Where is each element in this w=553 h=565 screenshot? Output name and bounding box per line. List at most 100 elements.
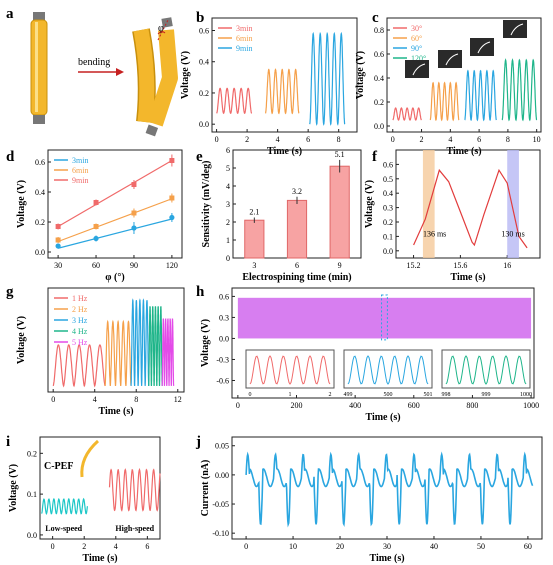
- x-tick-label: 600: [408, 401, 420, 410]
- series-line: [130, 298, 150, 386]
- y-axis-label: Voltage (V): [16, 316, 27, 364]
- x-tick-label: 4: [93, 395, 97, 404]
- data-point: [131, 210, 137, 216]
- series-line: [52, 344, 106, 388]
- y-axis-label: Voltage (V): [8, 464, 19, 512]
- angle-label: φ: [158, 23, 164, 34]
- plot-frame: [395, 149, 541, 259]
- x-tick-label: 0: [51, 395, 55, 404]
- y-tick-label: 0.3: [383, 204, 393, 213]
- bending-arrow-icon: [78, 68, 124, 76]
- y-axis-label: Current (nA): [200, 460, 211, 517]
- series-line: [104, 319, 132, 387]
- y-tick-label: 0.3: [219, 313, 229, 322]
- straight-fiber-icon: [30, 12, 48, 124]
- x-tick-label: 6: [145, 542, 149, 551]
- y-tick-label: 4: [226, 182, 230, 191]
- x-tick-label: 6: [295, 261, 299, 270]
- charts-layer: b 0 2 4 6 8 0.0 0.2 0.4 0.6 Time (s) Voltage (V) 3mi…: [6, 10, 543, 564]
- inset-frame: [245, 349, 335, 389]
- inset-tick-label: 0: [249, 392, 252, 398]
- y-axis-label: Voltage (V): [200, 319, 211, 367]
- x-tick-label: 0: [236, 401, 240, 410]
- x-tick-label: 0: [215, 135, 219, 144]
- y-tick-label: 0.2: [35, 218, 45, 227]
- y-tick-label: 1: [226, 236, 230, 245]
- fit-line: [57, 218, 173, 249]
- inset-tick-label: 499: [344, 392, 353, 398]
- x-axis-label: Time (s): [365, 412, 400, 423]
- x-tick-label: 15.6: [453, 261, 467, 270]
- data-point: [131, 225, 137, 231]
- y-tick-label: 0.2: [383, 218, 393, 227]
- data-point: [169, 214, 175, 221]
- panel-letter: j: [195, 434, 201, 450]
- y-tick-label: 0.4: [374, 74, 384, 83]
- x-tick-label: 120: [166, 261, 178, 270]
- legend-label: 9min: [72, 176, 88, 185]
- legend-label: 2 Hz: [72, 305, 88, 314]
- legend-label: 3min: [72, 156, 88, 165]
- series-line: [413, 168, 528, 249]
- legend-label: 3 Hz: [72, 316, 88, 325]
- legend-label: 5 Hz: [72, 338, 88, 347]
- legend-label: 30°: [411, 24, 422, 33]
- data-point: [131, 182, 137, 187]
- chart-e: e Electrospining time (min) Sensitivity (m…: [196, 146, 362, 283]
- x-tick-label: 0: [51, 542, 55, 551]
- series-line: [501, 58, 538, 122]
- x-axis-label: Time (s): [98, 406, 133, 417]
- inset-tick-label: 1: [289, 392, 292, 398]
- y-tick-label: 0.4: [199, 58, 209, 67]
- data-label: 3.2: [292, 187, 302, 196]
- x-tick-label: 0: [391, 135, 395, 144]
- panel-letter: a: [6, 6, 14, 22]
- y-tick-label: 0.0: [27, 531, 37, 540]
- x-tick-label: 10: [289, 542, 297, 551]
- chart-g: g 0 4 8 12 Time (s) Voltage (V) 1 Hz 2 Hz 3 Hz 4 H…: [6, 284, 185, 417]
- series-line: [392, 107, 422, 121]
- panel-letter: g: [6, 284, 14, 300]
- x-tick-label: 8: [134, 395, 138, 404]
- fiber-label: C-PEF: [44, 461, 73, 472]
- fit-line: [57, 198, 173, 243]
- y-tick-label: 0.5: [383, 175, 393, 184]
- y-tick-label: -0.05: [212, 500, 229, 509]
- y-tick-label: -0.3: [216, 355, 229, 364]
- x-tick-label: 9: [338, 261, 342, 270]
- inset-line: [249, 355, 331, 385]
- inset-tick-label: 999: [482, 392, 491, 398]
- y-tick-label: 0.1: [27, 490, 37, 499]
- y-tick-label: 3: [226, 200, 230, 209]
- y-tick-label: 0.0: [219, 334, 229, 343]
- chart-d: d 30 60 90 120 0.0 0.2 0.4 0.6 φ (°) Voltage (V) 3m…: [6, 149, 183, 283]
- x-axis-label: Time (s): [267, 146, 302, 157]
- x-tick-label: 60: [92, 261, 100, 270]
- plot-frame: [211, 17, 358, 133]
- y-tick-label: 0.6: [383, 160, 393, 169]
- y-tick-label: 0.0: [383, 247, 393, 256]
- x-tick-label: 6: [477, 135, 481, 144]
- panel-letter: i: [6, 434, 10, 450]
- legend-label: 90°: [411, 44, 422, 53]
- x-axis-label: Time (s): [82, 553, 117, 564]
- plot-frame: [47, 287, 185, 393]
- y-axis-label: Sensitivity (mV/deg): [201, 161, 212, 248]
- legend-label: 120°: [411, 54, 426, 63]
- chart-i: i 0 2 4 6 0.0 0.1 0.2 Time (s) Voltage (V) C-PEF Lo…: [6, 434, 161, 564]
- plot-frame: [47, 149, 183, 259]
- x-tick-label: 30: [54, 261, 62, 270]
- annotation: 136 ms: [423, 229, 446, 238]
- series-line: [148, 306, 163, 386]
- x-tick-label: 0: [244, 542, 248, 551]
- y-tick-label: 5: [226, 164, 230, 173]
- x-tick-label: 800: [466, 401, 478, 410]
- x-axis-label: Time (s): [446, 146, 481, 157]
- x-tick-label: 10: [533, 135, 541, 144]
- y-tick-label: 0.2: [27, 449, 37, 458]
- x-axis-label: Time (s): [369, 553, 404, 564]
- legend-label: 6min: [72, 166, 88, 175]
- series-line: [108, 467, 161, 512]
- y-tick-label: 6: [226, 146, 230, 155]
